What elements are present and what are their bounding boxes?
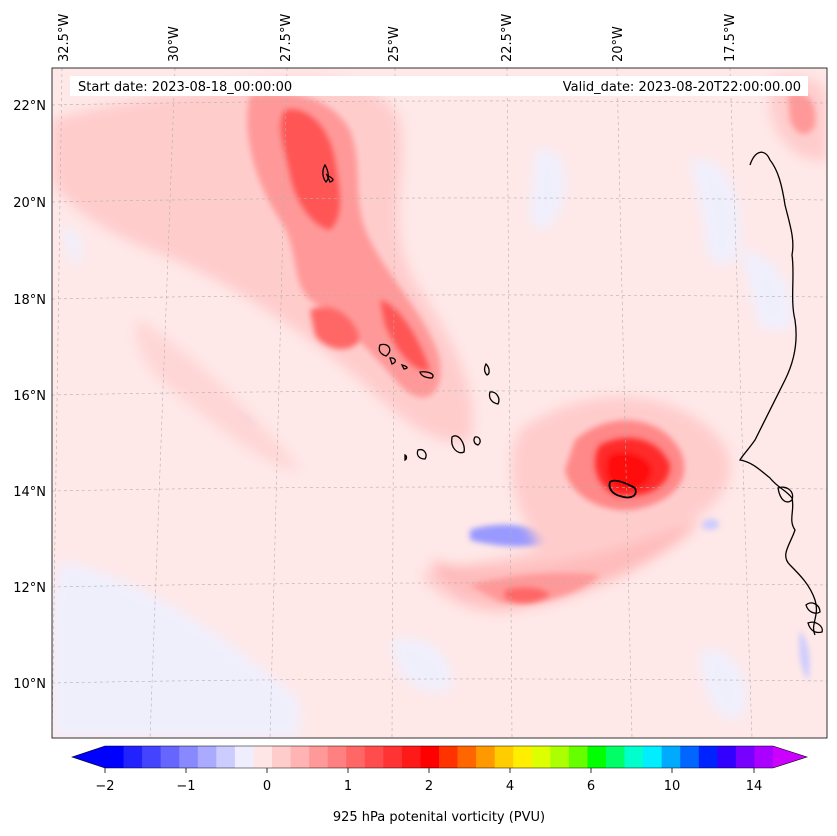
map-panel bbox=[52, 68, 827, 738]
colorbar-cell bbox=[439, 746, 458, 768]
colorbar-cell bbox=[179, 746, 199, 768]
colorbar-cell bbox=[643, 746, 663, 768]
colorbar-tick-label: 4 bbox=[506, 779, 514, 794]
colorbar-cell bbox=[364, 746, 384, 768]
colorbar-tick-label: −2 bbox=[95, 779, 114, 794]
map-frame bbox=[51, 67, 828, 739]
island-south-4 bbox=[404, 453, 408, 462]
start-date-label: Start date: 2023-08-18_00:00:00 bbox=[78, 80, 292, 95]
island-east-2 bbox=[488, 391, 500, 405]
coastal-inlet-south-2 bbox=[807, 621, 823, 634]
colorbar-cell bbox=[476, 746, 496, 768]
island-cluster-north-2 bbox=[325, 173, 334, 183]
lon-label: 20°W bbox=[611, 26, 626, 62]
colorbar-cell bbox=[550, 746, 570, 768]
colorbar-cell bbox=[142, 746, 162, 768]
lat-label: 20°N bbox=[13, 196, 46, 211]
lon-label: 25°W bbox=[387, 26, 402, 62]
colorbar-cell bbox=[383, 746, 403, 768]
colorbar-cell bbox=[587, 746, 607, 768]
colorbar-cell bbox=[680, 746, 700, 768]
colorbar-cell bbox=[531, 746, 551, 768]
lat-label: 14°N bbox=[13, 485, 46, 500]
colorbar-cell bbox=[197, 746, 217, 768]
lat-label: 10°N bbox=[13, 677, 46, 692]
colorbar-cell bbox=[123, 746, 143, 768]
island-south-3 bbox=[416, 448, 427, 460]
coastal-inlet-south bbox=[805, 602, 821, 614]
colorbar-cell bbox=[290, 746, 310, 768]
colorbar-over-arrow bbox=[773, 746, 807, 768]
island-cluster-mid-4 bbox=[419, 371, 434, 379]
landfall-contour bbox=[608, 479, 637, 499]
colorbar-cell bbox=[216, 746, 236, 768]
colorbar-label: 925 hPa potenital vorticity (PVU) bbox=[333, 810, 545, 825]
negative-pv-patches bbox=[52, 148, 793, 738]
island-cluster-mid-2 bbox=[389, 357, 396, 365]
lon-label: 32.5°W bbox=[57, 14, 72, 62]
island-south-2 bbox=[473, 436, 481, 446]
colorbar-cell bbox=[234, 746, 254, 768]
graticule bbox=[52, 68, 827, 738]
colorbar-cell bbox=[272, 746, 291, 768]
lat-label: 22°N bbox=[13, 99, 46, 114]
colorbar-cell bbox=[327, 746, 347, 768]
colorbar-cell bbox=[457, 746, 477, 768]
colorbar-tick-label: 14 bbox=[746, 779, 763, 794]
colorbar-cell bbox=[754, 746, 774, 768]
island-cluster-mid-3 bbox=[400, 364, 408, 370]
colorbar-cell bbox=[513, 746, 533, 768]
island-cluster-mid-1 bbox=[378, 343, 391, 357]
colorbar-cell bbox=[401, 746, 421, 768]
africa-coast bbox=[739, 151, 818, 636]
colorbar-cell bbox=[346, 746, 366, 768]
colorbar-under-arrow bbox=[72, 746, 105, 768]
valid-date-label: Valid_date: 2023-08-20T22:00:00.00 bbox=[563, 80, 801, 95]
colorbar-tick-label: −1 bbox=[176, 779, 195, 794]
senegal-detail bbox=[777, 486, 794, 503]
header-box bbox=[70, 76, 808, 96]
colorbar-cell bbox=[420, 746, 440, 768]
colorbar-ticks bbox=[104, 768, 755, 773]
colorbar-cells bbox=[105, 746, 774, 768]
lon-label: 27.5°W bbox=[279, 14, 294, 62]
colorbar-cell bbox=[309, 746, 329, 768]
colorbar-tick-label: 6 bbox=[587, 779, 595, 794]
colorbar-tick-label: 1 bbox=[344, 779, 352, 794]
colorbar-cell bbox=[624, 746, 644, 768]
lon-label: 30°W bbox=[167, 26, 182, 62]
colorbar-tick-label: 2 bbox=[425, 779, 433, 794]
colorbar-cell bbox=[717, 746, 737, 768]
colorbar-cell bbox=[105, 746, 124, 768]
colorbar-cell bbox=[253, 746, 273, 768]
longitude-labels: 32.5°W 30°W 27.5°W 25°W 22.5°W 20°W 17.5… bbox=[57, 14, 738, 62]
coastlines bbox=[322, 151, 823, 636]
lon-label: 22.5°W bbox=[500, 14, 515, 62]
colorbar-tick-label: 10 bbox=[664, 779, 681, 794]
colorbar-cell bbox=[735, 746, 755, 768]
colorbar-cell bbox=[661, 746, 681, 768]
lat-label: 16°N bbox=[13, 389, 46, 404]
colorbar-cell bbox=[568, 746, 588, 768]
colorbar-tick-label: 0 bbox=[263, 779, 271, 794]
island-south-1 bbox=[451, 435, 465, 454]
island-cluster-north-1 bbox=[322, 163, 329, 183]
island-east-1 bbox=[483, 362, 490, 376]
colorbar-cell bbox=[606, 746, 625, 768]
colorbar-tick-labels: −2 −1 0 1 2 4 6 10 14 bbox=[95, 779, 762, 794]
latitude-labels: 22°N 20°N 18°N 16°N 14°N 12°N 10°N bbox=[13, 99, 46, 692]
pv-core-strong bbox=[280, 109, 670, 603]
lon-label: 17.5°W bbox=[723, 14, 738, 62]
colorbar-cell bbox=[494, 746, 514, 768]
colorbar-cell bbox=[160, 746, 180, 768]
lat-label: 12°N bbox=[13, 581, 46, 596]
lat-label: 18°N bbox=[13, 293, 46, 308]
colorbar: −2 −1 0 1 2 4 6 10 14 925 hPa potenital … bbox=[71, 745, 808, 825]
colorbar-cell bbox=[698, 746, 718, 768]
